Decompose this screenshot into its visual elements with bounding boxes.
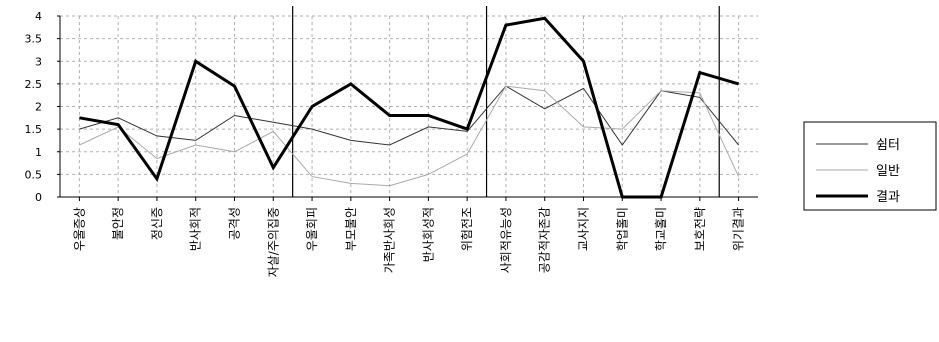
x-tick-label: 반사회적: [189, 207, 203, 251]
y-tick-label: 4: [35, 10, 42, 23]
x-tick-label: 우울증상: [72, 207, 86, 251]
x-tick-label: 교사지지: [577, 207, 591, 251]
y-tick-label: 0.5: [25, 168, 43, 181]
legend-label: 일반: [876, 164, 900, 179]
x-tick-label: 위험전조: [460, 207, 474, 251]
legend-label: 쉼터: [876, 138, 900, 153]
x-tick-label: 반사회성적: [421, 207, 435, 262]
grid: [60, 15, 758, 197]
y-tick-label: 2.5: [25, 78, 43, 91]
x-tick-label: 학업홀미: [615, 207, 629, 251]
y-tick-label: 1.5: [25, 123, 43, 136]
x-tick-label: 정신증: [150, 207, 164, 240]
x-tick-label: 사회적유능성: [499, 207, 513, 273]
x-tick-label: 부모불안: [344, 207, 358, 251]
y-tick-label: 1: [35, 146, 42, 159]
y-tick-label: 0: [35, 191, 42, 204]
x-tick-label: 위기결과: [732, 207, 746, 251]
y-tick-label: 3.5: [25, 33, 43, 46]
x-tick-label: 자살/주의집중: [266, 207, 280, 277]
x-axis-ticks: 우울증상 불안정 정신증 반사회적 공격성 자살/주의집중 우울회피 부모불안 가족반사회성 반사…: [72, 197, 746, 277]
section-separators: [292, 6, 720, 197]
legend-label: 결과: [876, 190, 900, 205]
x-tick-label: 학교홀미: [654, 207, 668, 251]
x-tick-label: 보호전략: [693, 207, 707, 251]
series-line: [79, 85, 740, 187]
series-line: [79, 16, 740, 199]
x-tick-label: 불안정: [111, 207, 125, 240]
x-tick-label: 공격성: [228, 207, 242, 240]
x-tick-label: 가족반사회성: [383, 207, 397, 273]
y-tick-label: 2: [35, 101, 42, 114]
x-tick-label: 공감적자존감: [538, 207, 552, 273]
y-axis-ticks: 0 0.5 1 1.5 2 2.5 3 3.5 4: [25, 10, 60, 204]
y-tick-label: 3: [35, 55, 42, 68]
series-lines: [79, 16, 740, 199]
x-tick-label: 우울회피: [305, 207, 319, 251]
series-line: [79, 85, 739, 146]
